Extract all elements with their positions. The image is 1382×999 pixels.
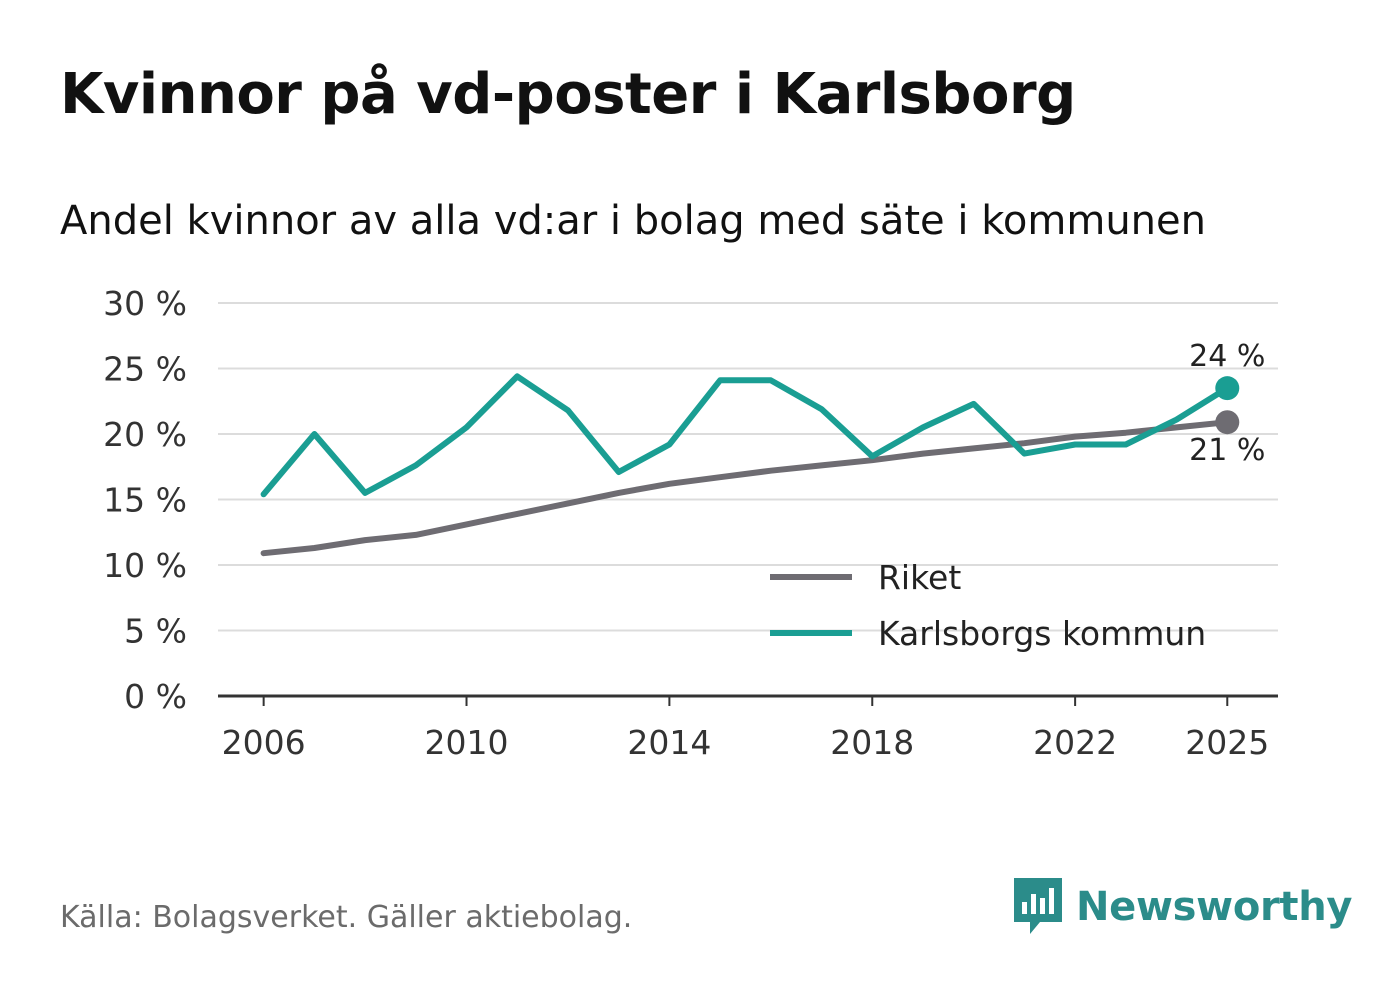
end-point-karlsborg: [1215, 376, 1240, 401]
y-tick-label: 30 %: [103, 284, 187, 323]
end-point-riket: [1215, 410, 1240, 435]
newsworthy-logo-icon: [1014, 878, 1062, 934]
legend-label: Riket: [878, 558, 961, 597]
x-axis: 2006 2010 2014 2018 2022 2025: [222, 696, 1269, 762]
x-tick-label: 2018: [830, 723, 914, 762]
x-tick-label: 2014: [627, 723, 711, 762]
y-tick-label: 25 %: [103, 350, 187, 389]
chart-title: Kvinnor på vd-poster i Karlsborg: [60, 62, 1076, 127]
legend: Riket Karlsborgs kommun: [770, 558, 1206, 653]
y-tick-label: 15 %: [103, 481, 187, 520]
brand-logo[interactable]: Newsworthy: [1010, 876, 1353, 938]
x-tick-label: 2006: [222, 723, 306, 762]
y-tick-label: 20 %: [103, 415, 187, 454]
y-tick-label: 10 %: [103, 546, 187, 585]
y-tick-label: 0 %: [124, 677, 187, 716]
series-line-riket: [260, 419, 1231, 557]
x-tick-label: 2022: [1033, 723, 1117, 762]
series-lines: [260, 373, 1240, 557]
end-labels: 21 % 24 %: [1189, 339, 1265, 468]
brand-name: Newsworthy: [1076, 884, 1353, 930]
series-line-karlsborg: [260, 373, 1231, 498]
y-tick-label: 5 %: [124, 612, 187, 651]
legend-label: Karlsborgs kommun: [878, 614, 1206, 653]
x-tick-label: 2010: [425, 723, 509, 762]
x-tick-label: 2025: [1185, 723, 1269, 762]
end-value-label: 24 %: [1189, 339, 1265, 374]
end-value-label: 21 %: [1189, 433, 1265, 468]
source-note: Källa: Bolagsverket. Gäller aktiebolag.: [60, 900, 633, 935]
y-axis: 0 % 5 % 10 % 15 % 20 % 25 % 30 %: [103, 284, 187, 716]
chart-subtitle: Andel kvinnor av alla vd:ar i bolag med …: [60, 198, 1206, 244]
